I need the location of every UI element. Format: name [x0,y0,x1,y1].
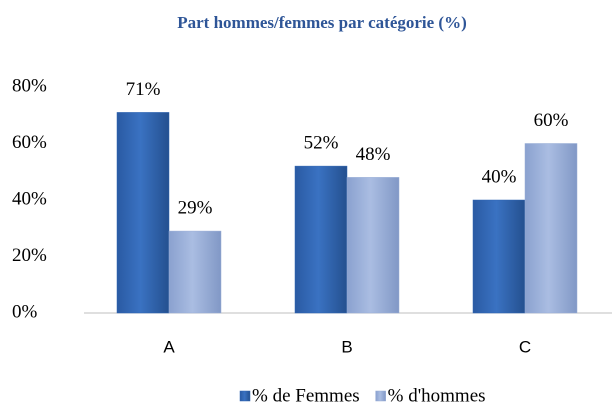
data-label: 71% [126,79,161,100]
y-tick-label: 60% [12,132,47,153]
x-tick-label: C [519,337,531,356]
legend-swatch [239,390,251,402]
legend-label: % de Femmes [252,385,360,405]
data-label: 29% [178,197,213,218]
y-tick-label: 80% [12,75,47,96]
x-tick-label: B [341,337,352,356]
data-label: 48% [356,144,391,165]
y-tick-label: 20% [12,245,47,266]
bar [472,199,526,314]
bar [168,230,222,314]
y-tick-label: 40% [12,188,47,209]
legend-label: % d'hommes [388,385,486,405]
legend-swatch [375,390,386,402]
data-label: 60% [534,110,569,131]
data-label: 40% [482,166,517,187]
data-label: 52% [304,132,339,153]
y-tick-label: 0% [12,301,38,322]
bar [294,165,348,314]
bar [524,143,578,314]
chart-title: Part hommes/femmes par catégorie (%) [177,13,467,32]
bar [346,177,400,314]
bar [116,112,170,314]
x-tick-label: A [163,337,175,356]
